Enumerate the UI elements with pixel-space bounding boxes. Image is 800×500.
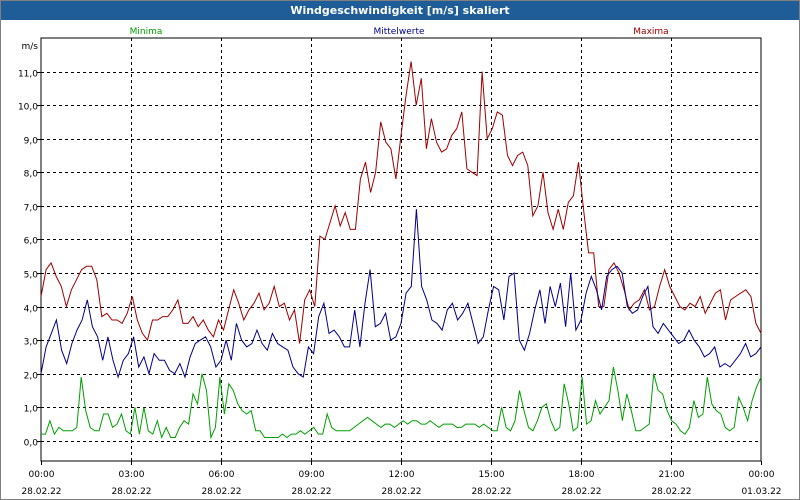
legend-entry-minima: Minima	[130, 27, 163, 37]
x-tick-time-label: 18:00	[569, 470, 595, 480]
x-tick-time-label: 21:00	[659, 470, 685, 480]
x-tick-date-label: 28.02.22	[651, 487, 691, 497]
x-tick-time-label: 00:00	[29, 470, 55, 480]
x-tick-date-label: 28.02.22	[291, 487, 331, 497]
x-tick-date-label: 28.02.22	[201, 487, 241, 497]
x-tick-time-label: 12:00	[389, 470, 415, 480]
y-tick-label: 1,0	[24, 405, 39, 415]
y-tick-label: 10,0	[18, 103, 38, 113]
y-tick-label: 11,0	[18, 70, 38, 80]
x-tick-time-label: 03:00	[119, 470, 145, 480]
series-line-minima	[41, 366, 762, 440]
x-tick-date-label: 28.02.22	[111, 487, 151, 497]
y-tick-label: 8,0	[24, 170, 39, 180]
chart-title: Windgeschwindigkeit [m/s] skaliert	[1, 1, 799, 20]
y-tick-label: 0,0	[24, 439, 39, 449]
y-tick-label: 5,0	[24, 271, 39, 281]
y-tick-label: 6,0	[24, 237, 39, 247]
series-line-maxima	[40, 61, 762, 344]
y-tick-label: 7,0	[24, 204, 39, 214]
y-tick-label: 9,0	[24, 137, 39, 147]
legend-entry-mittelwerte: Mittelwerte	[373, 27, 424, 37]
x-tick-date-label: 28.02.22	[471, 487, 511, 497]
x-tick-date-label: 28.02.22	[381, 487, 421, 497]
y-tick-label: 2,0	[24, 372, 39, 382]
x-tick-date-label: 01.03.22	[741, 487, 781, 497]
y-tick-label: 4,0	[24, 305, 39, 315]
x-tick-time-label: 15:00	[479, 470, 505, 480]
legend-entry-maxima: Maxima	[633, 27, 668, 37]
series-line-mittelwerte	[40, 209, 762, 379]
x-tick-time-label: 00:00	[749, 470, 775, 480]
x-tick-time-label: 09:00	[299, 470, 325, 480]
x-tick-time-label: 06:00	[209, 470, 235, 480]
x-tick-date-label: 28.02.22	[21, 487, 61, 497]
y-tick-label: 3,0	[24, 338, 39, 348]
y-axis-label: m/s	[22, 42, 39, 52]
x-tick-date-label: 28.02.22	[561, 487, 601, 497]
